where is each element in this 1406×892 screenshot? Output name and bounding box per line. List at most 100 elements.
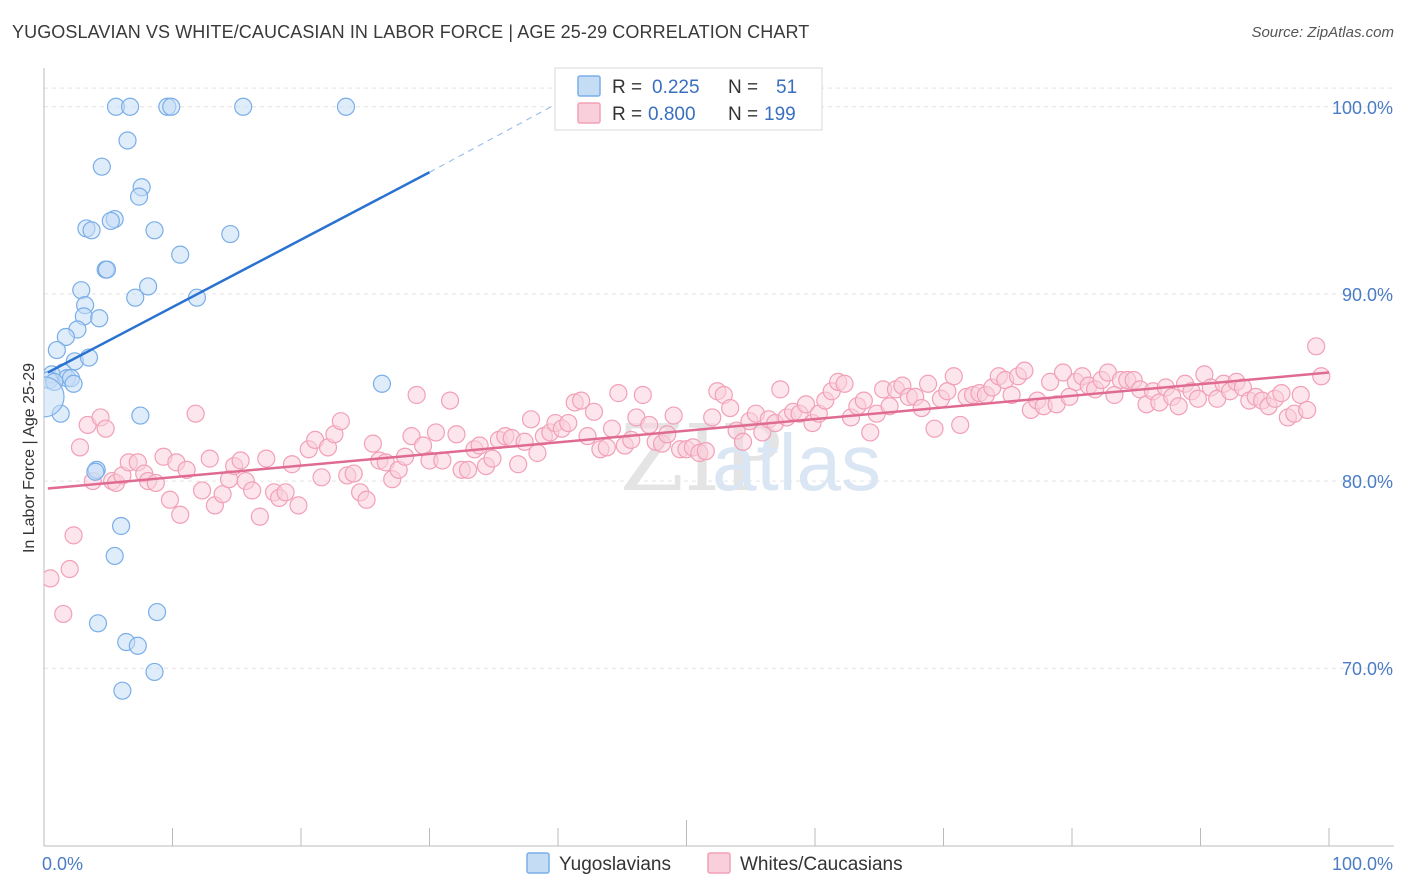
point-whites xyxy=(257,449,276,468)
point-yugoslavians xyxy=(82,221,101,240)
point-whites xyxy=(458,460,478,479)
point-whites xyxy=(483,449,502,468)
point-whites xyxy=(282,455,302,474)
point-yugoslavians xyxy=(72,281,91,300)
point-whites xyxy=(861,423,880,442)
point-whites xyxy=(597,438,616,457)
point-yugoslavians xyxy=(92,157,111,176)
tick-labels: 70.0% 80.0% 90.0% 100.0% 0.0% 100.0% xyxy=(42,98,1393,874)
point-whites xyxy=(721,398,740,418)
point-yugoslavians xyxy=(147,602,167,622)
trend-line-whites xyxy=(47,371,1330,490)
point-yugoslavians xyxy=(138,277,158,296)
legend-r-label-2: R = xyxy=(612,104,642,125)
point-yugoslavians xyxy=(162,97,181,116)
point-whites xyxy=(559,413,578,433)
legend-r-value-1: 0.225 xyxy=(652,77,700,98)
point-whites xyxy=(200,449,219,468)
stats-legend: R = 0.225 N = 51 R = 0.800 N = 199 xyxy=(554,67,823,131)
legend-r-label-1: R = xyxy=(612,77,642,98)
point-whites xyxy=(1053,363,1073,382)
point-whites xyxy=(192,481,212,500)
legend-swatch-pink xyxy=(577,102,601,124)
point-yugoslavians xyxy=(131,406,150,425)
point-whites xyxy=(602,419,622,438)
point-yugoslavians xyxy=(171,245,190,264)
series-legend-yugoslavians: Yugoslavians xyxy=(559,854,671,875)
point-whites xyxy=(640,415,659,435)
legend-r-value-2: 0.800 xyxy=(648,104,696,125)
point-whites xyxy=(521,410,541,429)
y-tick-label: 70.0% xyxy=(1342,659,1393,679)
source-label: Source: ZipAtlas.com xyxy=(1251,24,1394,41)
series-legend-swatch-whites xyxy=(707,852,731,874)
point-yugoslavians xyxy=(120,97,140,116)
point-yugoslavians xyxy=(118,131,137,150)
point-whites xyxy=(331,412,350,431)
point-whites xyxy=(171,505,190,524)
point-yugoslavians xyxy=(126,288,145,307)
series-legend-whites: Whites/Caucasians xyxy=(740,854,903,875)
point-whites xyxy=(1188,389,1208,408)
point-whites xyxy=(609,384,628,403)
point-whites xyxy=(160,490,180,509)
point-whites xyxy=(835,374,854,393)
trend-line-yugoslavians xyxy=(47,171,431,374)
point-whites xyxy=(1272,384,1291,403)
point-whites xyxy=(1041,372,1060,391)
point-whites xyxy=(578,427,597,446)
point-yugoslavians xyxy=(105,546,124,566)
point-whites xyxy=(880,397,899,416)
scatter-points xyxy=(44,97,1331,700)
point-whites xyxy=(250,507,269,526)
point-yugoslavians xyxy=(234,97,253,116)
series-legend-swatch-yugoslavians xyxy=(526,852,550,874)
point-whites xyxy=(918,374,938,393)
series-legend: Yugoslavians Whites/Caucasians xyxy=(526,852,903,875)
point-whites xyxy=(1002,385,1021,405)
point-whites xyxy=(213,485,232,504)
point-whites xyxy=(1169,397,1188,416)
point-whites xyxy=(289,496,308,515)
point-whites xyxy=(357,490,376,509)
point-yugoslavians xyxy=(145,662,164,682)
point-whites xyxy=(509,455,528,474)
point-whites xyxy=(951,415,970,435)
y-tick-label: 100.0% xyxy=(1332,98,1393,118)
point-whites xyxy=(426,423,446,442)
point-whites xyxy=(944,367,963,386)
point-whites xyxy=(64,526,83,545)
point-whites xyxy=(658,425,677,444)
point-whites xyxy=(243,481,262,500)
point-whites xyxy=(584,402,604,421)
point-yugoslavians xyxy=(128,636,147,655)
point-whites xyxy=(470,436,489,455)
x-tick-label: 0.0% xyxy=(42,854,83,874)
point-yugoslavians xyxy=(372,374,392,393)
point-whites xyxy=(1312,367,1331,386)
point-whites xyxy=(528,443,547,463)
y-axis-label: In Labor Force | Age 25-29 xyxy=(21,363,38,553)
legend-n-value-1: 51 xyxy=(776,77,797,98)
point-yugoslavians xyxy=(88,614,108,633)
point-yugoslavians xyxy=(221,224,240,244)
point-whites xyxy=(276,483,295,502)
legend-n-value-2: 199 xyxy=(764,104,796,125)
point-whites xyxy=(177,460,196,479)
point-yugoslavians xyxy=(101,211,120,231)
trend-lines xyxy=(47,102,1330,490)
point-whites xyxy=(1291,385,1310,405)
point-yugoslavians xyxy=(56,327,75,347)
point-whites xyxy=(186,404,205,423)
point-whites xyxy=(60,559,79,579)
point-yugoslavians xyxy=(336,97,356,116)
legend-n-label-1: N = xyxy=(728,77,758,98)
point-yugoslavians xyxy=(64,374,83,393)
point-whites xyxy=(664,406,683,425)
point-whites xyxy=(572,391,591,410)
point-yugoslavians xyxy=(111,516,131,536)
point-whites xyxy=(44,569,60,588)
point-whites xyxy=(440,391,460,410)
point-whites xyxy=(344,464,363,483)
